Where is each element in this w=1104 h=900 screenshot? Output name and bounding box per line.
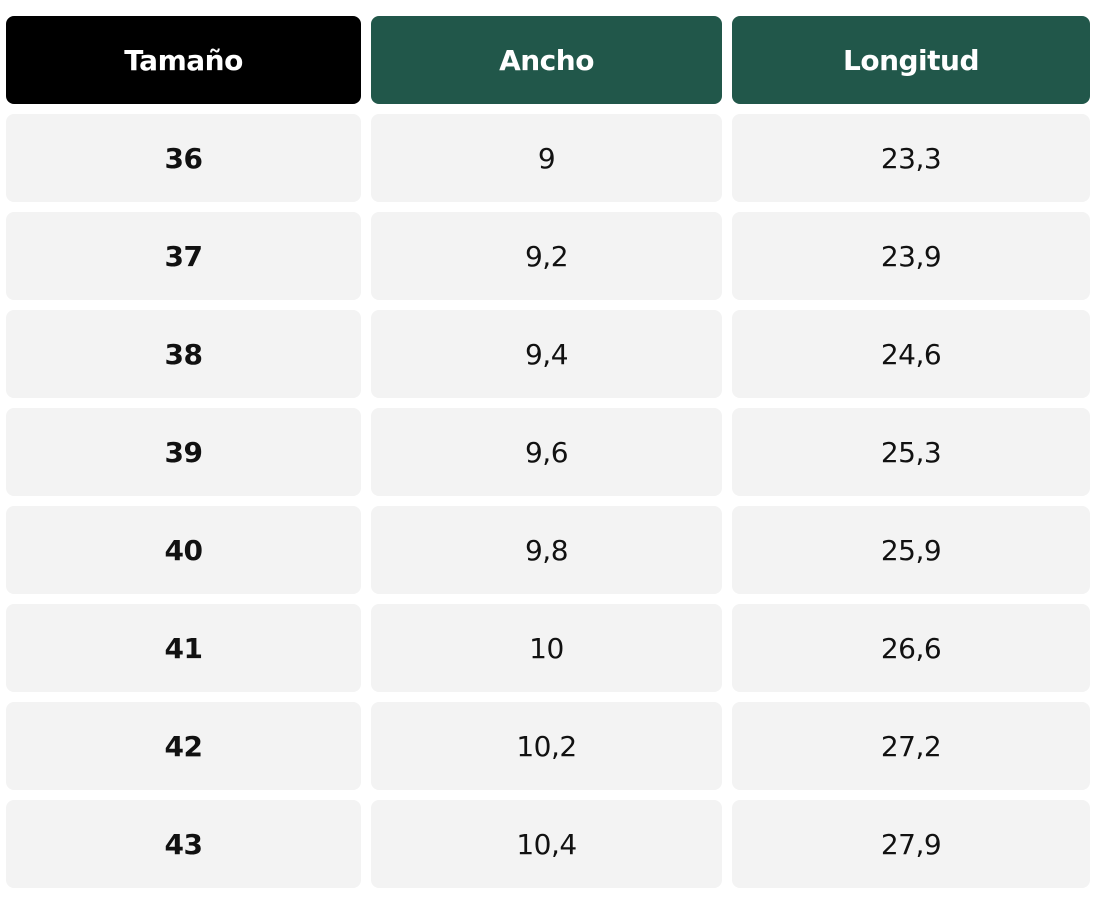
table-cell: 41 (6, 604, 361, 692)
table-cell: 10 (371, 604, 722, 692)
table-cell: 25,3 (732, 408, 1090, 496)
table-cell: 10,2 (371, 702, 722, 790)
table-cell: 25,9 (732, 506, 1090, 594)
table-cell: 26,6 (732, 604, 1090, 692)
table-cell: 9 (371, 114, 722, 202)
table-cell: 37 (6, 212, 361, 300)
table-cell: 40 (6, 506, 361, 594)
table-cell: 9,6 (371, 408, 722, 496)
table-cell: 27,9 (732, 800, 1090, 888)
table-cell: 9,2 (371, 212, 722, 300)
table-cell: 39 (6, 408, 361, 496)
table-cell: 24,6 (732, 310, 1090, 398)
table-cell: 23,3 (732, 114, 1090, 202)
header-cell: Tamaño (6, 16, 361, 104)
table-cell: 42 (6, 702, 361, 790)
table-cell: 9,8 (371, 506, 722, 594)
table-cell: 36 (6, 114, 361, 202)
table-cell: 23,9 (732, 212, 1090, 300)
table-cell: 43 (6, 800, 361, 888)
table-cell: 9,4 (371, 310, 722, 398)
table-cell: 10,4 (371, 800, 722, 888)
header-cell: Ancho (371, 16, 722, 104)
header-cell: Longitud (732, 16, 1090, 104)
table-cell: 38 (6, 310, 361, 398)
table-cell: 27,2 (732, 702, 1090, 790)
